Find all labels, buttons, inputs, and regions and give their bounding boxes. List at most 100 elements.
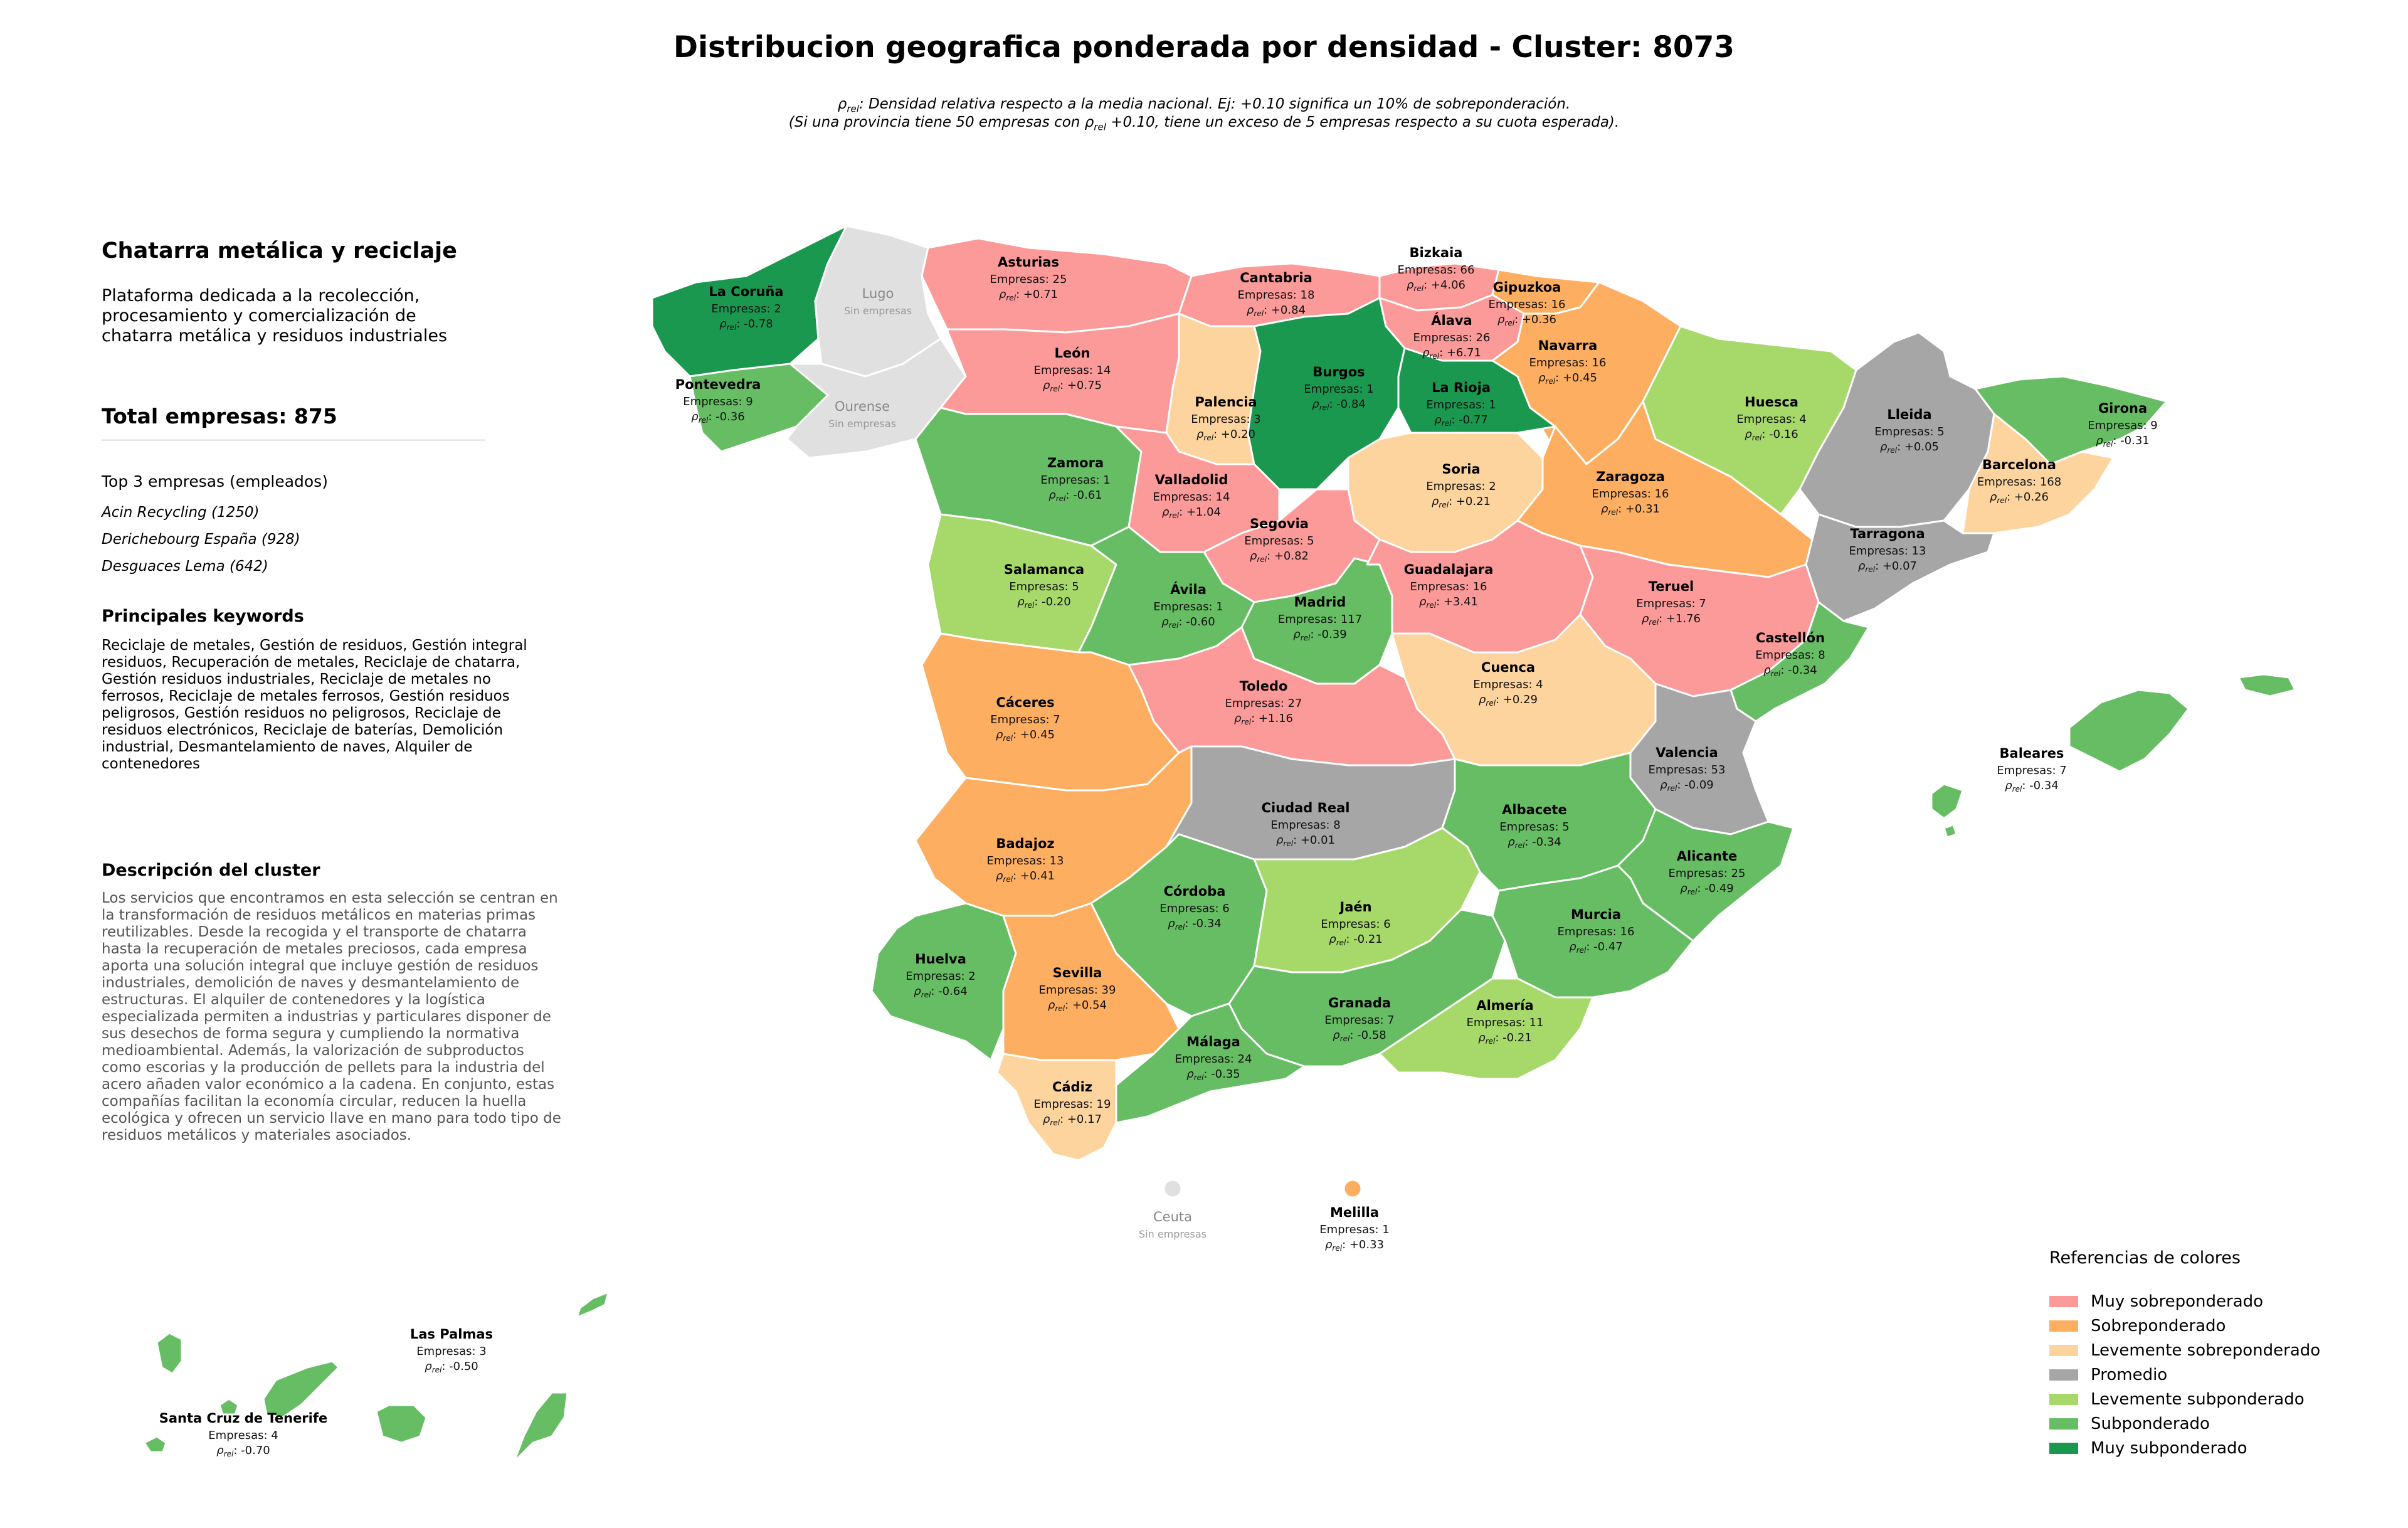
province-count: Empresas: 4 — [1736, 413, 1806, 426]
legend-label: Promedio — [2091, 1365, 2168, 1384]
legend-label: Levemente subponderado — [2091, 1389, 2305, 1409]
province-label-álava: Álava — [1431, 312, 1472, 328]
province-label-la-rioja: La Rioja — [1432, 380, 1491, 395]
province-count: Empresas: 8 — [1270, 819, 1340, 832]
province-baleares — [2068, 689, 2190, 773]
province-count: Empresas: 117 — [1278, 613, 1362, 626]
province-count: Empresas: 2 — [1426, 480, 1496, 493]
province-label-girona: Girona — [2098, 401, 2147, 416]
province-rho: ρrel: -0.21 — [1329, 933, 1382, 947]
province-rho: ρrel: +0.75 — [1043, 379, 1102, 393]
province-rho: ρrel: +0.07 — [1858, 560, 1917, 574]
province-rho: ρrel: +3.41 — [1419, 595, 1478, 610]
province-rho: ρrel: +0.31 — [1601, 502, 1660, 517]
province-count: Empresas: 16 — [1592, 487, 1669, 501]
legend-swatch — [2049, 1344, 2078, 1356]
province-rho: ρrel: +0.17 — [1043, 1113, 1102, 1127]
province-label-navarra: Navarra — [1538, 338, 1598, 353]
province-rho: ρrel: -0.61 — [1048, 489, 1102, 503]
description-text: Los servicios que encontramos en esta se… — [102, 890, 561, 1143]
province-rho: ρrel: +0.84 — [1247, 304, 1306, 318]
province-count: Empresas: 3 — [416, 1345, 486, 1358]
province-count: Empresas: 5 — [1499, 820, 1569, 834]
province-count: Empresas: 19 — [1034, 1098, 1111, 1111]
province-rho: ρrel: +1.16 — [1234, 712, 1293, 726]
province-label-toledo: Toledo — [1240, 679, 1288, 694]
keywords-heading: Principales keywords — [102, 607, 304, 626]
province-label-cáceres: Cáceres — [996, 695, 1054, 710]
legend-swatch — [2049, 1369, 2078, 1381]
legend-item: Promedio — [2049, 1362, 2320, 1387]
province-label-albacete: Albacete — [1502, 802, 1567, 817]
province-rho: ρrel: +0.26 — [1990, 491, 2049, 505]
province-count: Empresas: 14 — [1153, 491, 1230, 504]
province-santa-cruz-de-tenerife — [143, 1435, 167, 1453]
province-label-córdoba: Córdoba — [1164, 884, 1226, 899]
province-count: Empresas: 18 — [1238, 289, 1315, 302]
province-rho: ρrel: -0.49 — [1680, 882, 1733, 896]
province-las-palmas — [513, 1391, 569, 1463]
province-label-valladolid: Valladolid — [1155, 472, 1228, 487]
province-rho: ρrel: -0.78 — [719, 317, 773, 332]
province-label-teruel: Teruel — [1649, 579, 1694, 594]
province-rho: ρrel: +0.01 — [1276, 834, 1335, 848]
province-rho: ρrel: +0.54 — [1048, 999, 1107, 1013]
province-rho: ρrel: -0.64 — [914, 985, 967, 999]
legend-label: Sobreponderado — [2091, 1316, 2226, 1335]
top3-item: Desguaces Lema (642) — [102, 558, 268, 575]
province-count: Empresas: 25 — [1669, 867, 1746, 880]
province-count: Empresas: 1 — [1040, 474, 1110, 487]
legend-label: Subponderado — [2091, 1414, 2210, 1433]
province-rho: ρrel: -0.50 — [425, 1360, 478, 1374]
province-label-zamora: Zamora — [1047, 455, 1104, 470]
province-count: Empresas: 39 — [1039, 984, 1116, 997]
province-count: Empresas: 66 — [1398, 263, 1475, 277]
province-label-barcelona: Barcelona — [1982, 457, 2056, 472]
color-legend: Referencias de colores Muy sobreponderad… — [2049, 1248, 2320, 1460]
province-label-sevilla: Sevilla — [1053, 965, 1102, 980]
description-heading: Descripción del cluster — [102, 861, 320, 880]
province-count: Empresas: 11 — [1467, 1016, 1544, 1029]
province-label-huesca: Huesca — [1745, 395, 1798, 410]
province-count: Empresas: 6 — [1159, 902, 1229, 915]
province-label-almería: Almería — [1476, 998, 1533, 1013]
province-label-la-coruña: La Coruña — [709, 284, 783, 299]
province-label-madrid: Madrid — [1294, 595, 1346, 610]
legend-swatch — [2049, 1418, 2078, 1430]
map-title: Distribucion geografica ponderada por de… — [673, 30, 1735, 65]
province-santa-cruz-de-tenerife — [218, 1398, 240, 1416]
total-empresas: Total empresas: 875 — [102, 404, 337, 428]
province-count: Empresas: 1 — [1319, 1223, 1389, 1236]
province-count: Empresas: 9 — [2088, 419, 2157, 432]
top3-item: Derichebourg España (928) — [102, 531, 300, 548]
legend-label: Muy sobreponderado — [2091, 1292, 2264, 1311]
legend-title: Referencias de colores — [2049, 1248, 2241, 1268]
legend-item: Muy sobreponderado — [2049, 1289, 2320, 1313]
legend-item: Levemente sobreponderado — [2049, 1338, 2320, 1362]
province-rho: ρrel: +0.45 — [1538, 371, 1597, 386]
province-málaga — [1115, 1002, 1306, 1124]
province-barcelona — [1962, 413, 2115, 534]
province-rho: ρrel: -0.34 — [1168, 917, 1221, 931]
province-label-ceuta: Ceuta — [1153, 1209, 1192, 1224]
province-rho: ρrel: -0.84 — [1312, 398, 1365, 412]
province-count: Empresas: 16 — [1529, 356, 1607, 369]
province-label-ávila: Ávila — [1170, 581, 1207, 597]
province-label-león: León — [1054, 346, 1090, 361]
province-cádiz — [996, 1053, 1117, 1162]
province-count: Empresas: 14 — [1034, 364, 1111, 377]
province-count: Empresas: 1 — [1426, 398, 1496, 411]
province-rho: ρrel: +0.21 — [1432, 495, 1491, 509]
province-baleares — [2237, 673, 2296, 698]
province-label-bizkaia: Bizkaia — [1410, 245, 1463, 260]
province-count: Empresas: 168 — [1977, 475, 2061, 489]
province-count: Empresas: 16 — [1410, 580, 1487, 593]
province-label-guadalajara: Guadalajara — [1404, 562, 1494, 577]
province-label-cantabria: Cantabria — [1240, 270, 1312, 285]
province-label-murcia: Murcia — [1571, 907, 1621, 922]
province-rho: ρrel: -0.20 — [1017, 595, 1070, 610]
province-rho: ρrel: -0.70 — [216, 1444, 270, 1458]
province-rho: ρrel: -0.35 — [1186, 1068, 1240, 1082]
province-count: Empresas: 16 — [1558, 925, 1635, 938]
province-count: Empresas: 24 — [1175, 1053, 1252, 1066]
